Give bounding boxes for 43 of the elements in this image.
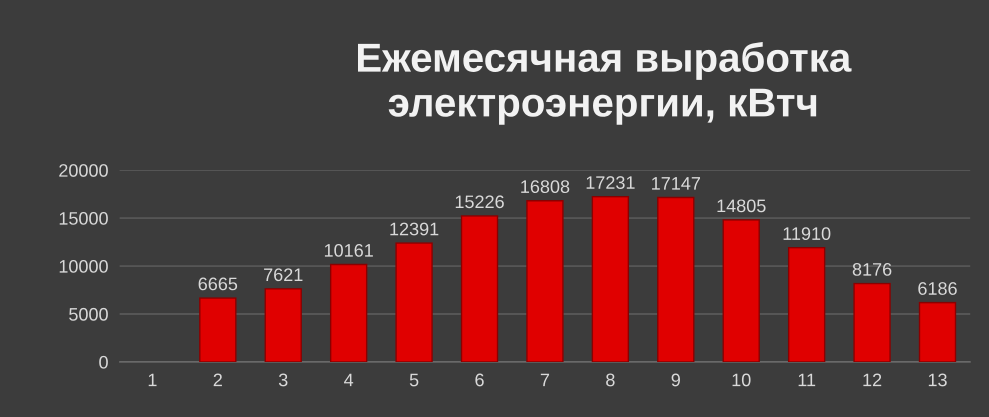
- x-tick-label: 2: [214, 374, 222, 386]
- bar: [657, 196, 694, 362]
- chart-title: Ежемесячная выработка электроэнергии, кВтч: [358, 42, 852, 125]
- x-tick-label: 12: [863, 374, 882, 386]
- x-tick-label: 5: [410, 374, 418, 386]
- x-tick-label: 9: [672, 374, 680, 386]
- data-label: 16808: [521, 180, 570, 194]
- y-tick-label: 10000: [60, 260, 108, 273]
- data-label: 14805: [717, 199, 766, 212]
- x-tick-label: 10: [732, 374, 751, 386]
- bar: [330, 264, 368, 362]
- y-tick-label: 15000: [60, 212, 108, 225]
- bar: [592, 196, 630, 362]
- x-tick-label: 8: [606, 374, 615, 386]
- bar: [853, 282, 891, 362]
- x-tick-label: 4: [344, 374, 354, 386]
- data-label: 6665: [198, 278, 238, 290]
- x-tick-label: 13: [928, 374, 947, 386]
- data-label: 6186: [918, 282, 957, 295]
- x-tick-label: 6: [475, 374, 484, 386]
- data-label: 10161: [324, 244, 373, 257]
- data-label: 12391: [390, 222, 438, 236]
- data-label: 8176: [852, 263, 892, 276]
- bar: [395, 242, 433, 362]
- bar: [526, 200, 564, 362]
- bar: [264, 288, 302, 362]
- data-label: 15226: [456, 195, 504, 208]
- data-label: 11910: [784, 227, 830, 240]
- bar: [788, 247, 826, 362]
- bar: [199, 297, 236, 362]
- bar: [722, 219, 760, 362]
- data-label: 7621: [264, 268, 302, 282]
- bar: [918, 302, 956, 362]
- y-tick-label: 20000: [59, 164, 108, 177]
- bar: [460, 215, 498, 362]
- x-tick-label: 1: [148, 374, 157, 386]
- data-label: 17231: [586, 176, 635, 189]
- y-tick-label: 0: [99, 356, 108, 369]
- x-tick-label: 7: [540, 374, 550, 386]
- y-tick-label: 5000: [69, 308, 108, 321]
- x-tick-label: 3: [278, 374, 288, 386]
- data-label: 17147: [652, 177, 700, 190]
- x-tick-label: 11: [798, 374, 816, 386]
